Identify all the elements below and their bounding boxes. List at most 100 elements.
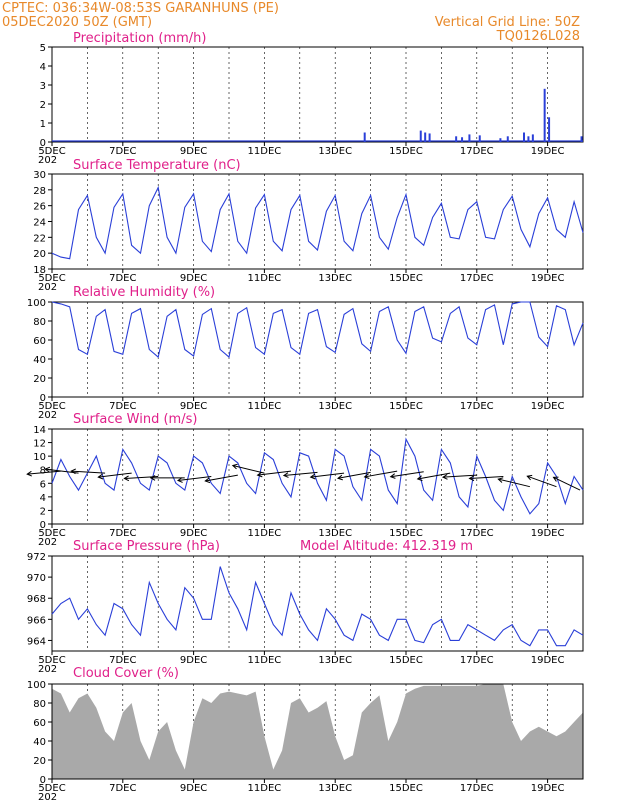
x-tick-label: 19DEC — [531, 783, 565, 794]
wind-arrow-head — [309, 473, 316, 480]
x-year-label: 202 — [38, 410, 57, 421]
x-tick-label: 7DEC — [109, 273, 136, 284]
x-tick-label: 7DEC — [109, 783, 136, 794]
wind-arrow — [441, 474, 477, 480]
panel-title: Cloud Cover (%) — [73, 666, 179, 681]
panel-5: 964 966 968 970 972 5DEC 7DEC 9DEC 11DEC 13DEC 15D… — [27, 539, 584, 675]
precip-bar — [548, 117, 551, 142]
y-tick-label: 0 — [40, 775, 46, 786]
wind-arrow-head — [176, 477, 183, 483]
y-tick-label: 0 — [40, 520, 46, 531]
x-tick-label: 11DEC — [248, 401, 282, 412]
y-tick-label: 100 — [27, 680, 46, 691]
wind-arrow-shaft — [337, 471, 371, 479]
panel-frame — [51, 301, 584, 398]
panel-title: Surface Wind (m/s) — [73, 412, 197, 427]
x-tick-label: 11DEC — [248, 528, 282, 539]
x-tick-label: 13DEC — [318, 655, 352, 666]
wind-arrow-head — [256, 471, 263, 478]
panel-title: Surface Temperature (nC) — [73, 158, 241, 173]
panel-frame — [51, 173, 584, 270]
wind-arrow-head — [363, 473, 370, 479]
wind-arrow-shaft — [310, 472, 345, 478]
wind-arrow — [282, 471, 318, 478]
wind-arrow-shaft — [442, 474, 477, 478]
wind-arrow-head — [44, 466, 51, 473]
x-year-label: 202 — [38, 155, 57, 166]
panel-frame — [51, 46, 584, 143]
x-tick-label: 19DEC — [531, 401, 565, 412]
wind-arrow-head — [552, 476, 559, 482]
header-model-id: TQ0126L028 — [496, 29, 580, 44]
y-tick-label: 12 — [33, 439, 46, 450]
y-tick-label: 964 — [27, 636, 46, 647]
precip-bar — [506, 136, 509, 142]
precip-bar — [455, 136, 458, 142]
x-tick-label: 9DEC — [180, 401, 207, 412]
x-tick-label: 15DEC — [389, 401, 423, 412]
x-tick-label: 19DEC — [531, 273, 565, 284]
wind-arrow-shaft — [498, 478, 531, 488]
panel-frame-overlay — [51, 683, 584, 780]
header-run-time: 05DEC2020 50Z (GMT) — [2, 15, 152, 30]
y-tick-label: 80 — [33, 699, 46, 710]
wind-arrow-shaft — [283, 471, 318, 476]
x-tick-label: 9DEC — [180, 783, 207, 794]
x-year-label: 202 — [38, 792, 57, 800]
wind-arrow-head — [149, 475, 156, 481]
y-tick-label: 20 — [33, 249, 46, 260]
x-tick-label: 19DEC — [531, 655, 565, 666]
panel-2: 18 20 22 24 26 28 30 5DEC 7DEC 9DEC 11DEC 13DEC 15DE… — [33, 158, 584, 293]
panel-frame — [51, 555, 584, 652]
x-tick-label: 11DEC — [248, 146, 282, 157]
x-tick-label: 5DEC — [38, 401, 65, 412]
x-tick-label: 11DEC — [248, 655, 282, 666]
x-tick-label: 9DEC — [180, 528, 207, 539]
precip-bar — [363, 132, 366, 142]
wind-arrow — [497, 477, 531, 488]
x-tick-label: 17DEC — [460, 783, 494, 794]
series-line — [51, 301, 584, 359]
y-tick-label: 8 — [40, 466, 46, 477]
precip-bar — [461, 137, 464, 142]
precip-bar — [424, 132, 427, 142]
y-tick-label: 18 — [33, 265, 46, 276]
wind-arrow-head — [441, 474, 448, 480]
x-tick-label: 15DEC — [389, 655, 423, 666]
x-tick-label: 15DEC — [389, 273, 423, 284]
y-tick-label: 22 — [33, 233, 46, 244]
y-tick-label: 1 — [40, 119, 46, 130]
precip-bar — [428, 133, 431, 142]
wind-arrow-head — [97, 473, 104, 480]
wind-arrow-shaft — [71, 470, 106, 474]
wind-arrow — [256, 470, 292, 478]
x-tick-label: 9DEC — [180, 273, 207, 284]
series-line — [51, 566, 584, 647]
header-grid-note: Vertical Grid Line: 50Z — [435, 15, 580, 30]
y-tick-label: 970 — [27, 573, 46, 584]
wind-arrow-head — [204, 477, 211, 484]
x-tick-label: 9DEC — [180, 655, 207, 666]
x-tick-label: 15DEC — [389, 783, 423, 794]
precip-bar — [580, 136, 583, 142]
y-tick-label: 968 — [27, 594, 46, 605]
x-tick-label: 7DEC — [109, 401, 136, 412]
x-year-label: 202 — [38, 282, 57, 293]
wind-arrow — [26, 470, 61, 477]
wind-arrow — [149, 475, 185, 481]
wind-arrow-head — [336, 474, 343, 481]
y-tick-label: 14 — [33, 425, 46, 436]
precip-bar — [531, 134, 534, 142]
x-tick-label: 13DEC — [318, 401, 352, 412]
y-tick-label: 100 — [27, 298, 46, 309]
panel-3: 0 20 40 60 80 100 5DEC 7DEC 9DEC 11DEC 13DEC 15DEC 1… — [27, 285, 584, 421]
precip-bar — [468, 134, 471, 142]
wind-arrow-shaft — [177, 476, 212, 481]
wind-arrow — [416, 472, 451, 482]
panel-4: 0 2 4 6 8 10 12 14 5DEC 7DEC 9DEC 11DEC 13DEC 15DEC 17… — [26, 412, 584, 548]
wind-arrow-head — [497, 477, 504, 483]
wind-arrow — [336, 471, 371, 481]
wind-arrow — [70, 468, 106, 475]
